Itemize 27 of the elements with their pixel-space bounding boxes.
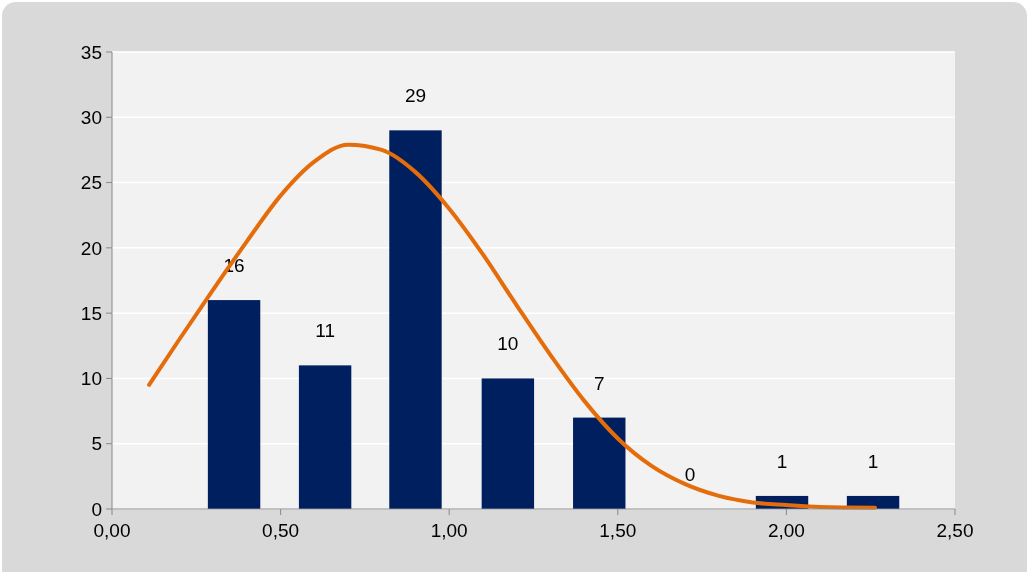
y-tick-label: 20 [80, 237, 102, 259]
data-label: 10 [497, 333, 519, 355]
y-tick-label: 0 [91, 498, 102, 520]
y-tick-label: 10 [80, 368, 102, 390]
data-label: 1 [867, 450, 879, 472]
x-tick-label: 1,00 [430, 520, 468, 541]
bar [207, 300, 261, 509]
bar [298, 365, 352, 509]
bar [389, 130, 442, 509]
data-label: 7 [593, 372, 605, 394]
x-tick-label: 1,50 [599, 520, 637, 541]
x-tick-label: 2,00 [767, 520, 805, 541]
y-tick-label: 5 [91, 433, 102, 455]
y-tick-label: 25 [80, 172, 102, 194]
y-tick-label: 30 [80, 106, 102, 128]
data-label: 29 [404, 85, 427, 107]
data-label: 11 [315, 320, 335, 342]
y-tick-label: 15 [80, 302, 102, 324]
line-series [147, 142, 878, 510]
y-tick-label: 35 [80, 41, 102, 63]
bar [481, 378, 535, 509]
bar [573, 417, 626, 509]
x-tick-label: 0,50 [262, 520, 300, 541]
data-label: 0 [684, 464, 696, 485]
data-label: 1 [776, 450, 788, 472]
x-tick-label: 2,50 [936, 520, 974, 541]
x-tick-label: 0,00 [93, 520, 131, 541]
